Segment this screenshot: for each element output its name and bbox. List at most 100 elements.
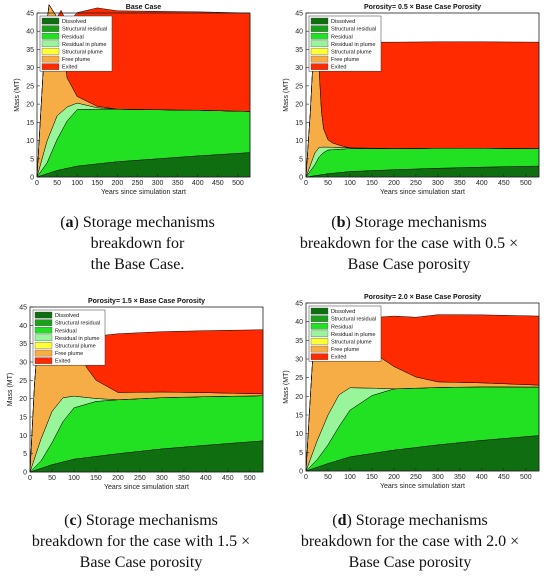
- y-axis-label: Mass (MT): [283, 78, 290, 111]
- legend-swatch: [41, 63, 60, 70]
- legend-swatch: [310, 63, 329, 70]
- legend-swatch: [310, 33, 329, 40]
- x-tick-label: 450: [498, 180, 510, 187]
- axes-frame: [29, 306, 264, 473]
- axes-frame: [36, 12, 251, 178]
- x-tick-label: 50: [324, 180, 332, 187]
- legend-swatch: [310, 40, 329, 48]
- y-tick-label: 20: [295, 102, 303, 109]
- y-tick-label: 45: [295, 11, 303, 18]
- legend-swatch: [310, 17, 329, 25]
- y-tick-label: 30: [295, 65, 303, 72]
- caption-b: (b) Storage mechanisms breakdown for the…: [299, 214, 519, 273]
- y-tick-label: 25: [26, 83, 34, 90]
- y-tick-label: 15: [295, 120, 303, 127]
- x-tick-label: 250: [410, 474, 422, 481]
- y-tick-label: 10: [295, 138, 303, 145]
- x-tick-label: 350: [172, 180, 184, 187]
- x-tick-label: 100: [71, 180, 83, 187]
- y-tick-label: 10: [19, 433, 27, 440]
- x-axis-label: Years since simulation start: [104, 484, 189, 491]
- x-tick-label: 50: [48, 475, 56, 482]
- x-tick-label: 500: [520, 474, 532, 481]
- y-tick-label: 30: [295, 357, 303, 364]
- x-axis-label: Years since simulation start: [101, 189, 186, 196]
- x-tick-label: 250: [410, 180, 422, 187]
- x-tick-label: 300: [432, 474, 444, 481]
- legend-swatch: [34, 334, 53, 342]
- legend-label: Residual: [55, 328, 77, 334]
- x-tick-label: 150: [91, 180, 103, 187]
- y-tick-label: 5: [23, 451, 27, 458]
- x-tick-label: 200: [388, 180, 400, 187]
- x-tick-label: 500: [520, 180, 532, 187]
- x-tick-label: 450: [212, 180, 224, 187]
- x-tick-label: 350: [454, 474, 466, 481]
- y-tick-label: 0: [23, 470, 27, 477]
- legend-swatch: [310, 353, 329, 360]
- x-tick-label: 400: [200, 475, 212, 482]
- legend-label: Residual: [62, 34, 84, 40]
- legend-swatch: [310, 345, 329, 353]
- y-tick-label: 30: [19, 360, 27, 367]
- legend-label: Exited: [55, 359, 71, 365]
- legend-label: Structural plume: [55, 344, 96, 350]
- legend-label: Residual in plume: [331, 332, 375, 338]
- legend-swatch: [310, 338, 329, 345]
- legend-label: Free plume: [55, 351, 83, 357]
- x-tick-label: 500: [244, 475, 256, 482]
- y-tick-label: 25: [295, 83, 303, 90]
- x-tick-label: 300: [432, 180, 444, 187]
- x-tick-label: 150: [366, 474, 378, 481]
- y-tick-label: 10: [26, 138, 34, 145]
- legend-swatch: [34, 342, 53, 349]
- axes-frame: [305, 12, 540, 178]
- x-tick-label: 200: [112, 180, 124, 187]
- x-tick-label: 150: [90, 475, 102, 482]
- legend-label: Dissolved: [55, 313, 79, 319]
- legend-label: Structural residual: [55, 321, 100, 327]
- chart-title: Base Case: [126, 4, 162, 11]
- caption-a: (a) Storage mechanisms breakdown for the…: [60, 214, 215, 273]
- chart-title: Porosity= 1.5 × Base Case Porosity: [88, 298, 205, 305]
- x-tick-label: 250: [134, 475, 146, 482]
- legend-label: Free plume: [62, 57, 90, 63]
- y-tick-label: 5: [299, 450, 303, 457]
- legend-swatch: [310, 315, 329, 322]
- legend-swatch: [41, 55, 60, 63]
- chart-title: Porosity= 2.0 × Base Case Porosity: [364, 294, 481, 301]
- y-tick-label: 15: [19, 415, 27, 422]
- legend-swatch: [34, 357, 53, 364]
- y-tick-label: 25: [19, 378, 27, 385]
- y-tick-label: 35: [295, 338, 303, 345]
- legend-swatch: [41, 48, 60, 55]
- legend-label: Exited: [331, 355, 347, 361]
- legend-swatch: [310, 48, 329, 55]
- legend-swatch: [310, 330, 329, 338]
- legend-label: Dissolved: [331, 19, 355, 25]
- caption-c: (c) Storage mechanisms breakdown for the…: [31, 512, 251, 571]
- legend-label: Structural plume: [331, 50, 372, 56]
- x-tick-label: 50: [53, 180, 61, 187]
- legend-swatch: [41, 25, 60, 32]
- x-tick-label: 350: [178, 475, 190, 482]
- x-tick-label: 100: [344, 180, 356, 187]
- y-tick-label: 20: [295, 394, 303, 401]
- y-tick-label: 15: [295, 413, 303, 420]
- x-tick-label: 350: [454, 180, 466, 187]
- legend-label: Structural residual: [62, 27, 107, 33]
- y-tick-label: 40: [26, 29, 34, 36]
- legend-label: Exited: [331, 65, 347, 71]
- y-tick-label: 15: [26, 120, 34, 127]
- legend-swatch: [34, 327, 53, 334]
- legend-label: Dissolved: [62, 19, 86, 25]
- legend-swatch: [310, 323, 329, 330]
- legend-label: Residual in plume: [55, 336, 99, 342]
- x-axis-label: Years since simulation start: [380, 483, 465, 490]
- x-tick-label: 0: [304, 180, 308, 187]
- x-tick-label: 0: [304, 474, 308, 481]
